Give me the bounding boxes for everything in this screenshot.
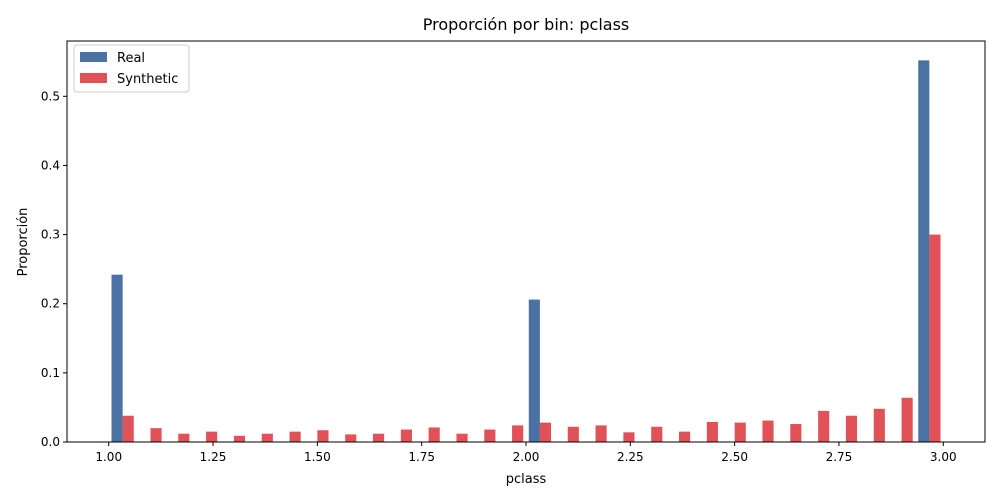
legend-swatch-real <box>80 52 107 62</box>
bar-synthetic-24 <box>790 424 802 442</box>
bar-synthetic-5 <box>261 433 273 442</box>
bar-synthetic-12 <box>456 433 468 442</box>
bar-synthetic-22 <box>734 422 746 442</box>
bar-synthetic-9 <box>373 433 385 442</box>
y-tick-label: 0.4 <box>41 158 60 172</box>
x-tick-label: 1.25 <box>200 450 227 464</box>
x-tick-label: 1.50 <box>304 450 331 464</box>
x-tick-label: 2.00 <box>513 450 540 464</box>
y-tick-label: 0.0 <box>41 435 60 449</box>
bar-synthetic-19 <box>651 426 663 442</box>
bars-group <box>111 60 941 443</box>
plot-frame <box>66 40 986 443</box>
legend-swatch-synthetic <box>80 73 107 83</box>
bar-synthetic-16 <box>567 426 579 442</box>
bar-synthetic-3 <box>206 431 218 442</box>
bar-synthetic-27 <box>873 408 885 442</box>
bar-synthetic-11 <box>428 427 440 442</box>
bar-synthetic-21 <box>706 421 718 442</box>
bar-synthetic-18 <box>623 432 635 442</box>
x-tick-label: 2.25 <box>617 450 644 464</box>
chart-title: Proporción por bin: pclass <box>423 15 630 34</box>
bar-synthetic-2 <box>178 433 190 442</box>
legend-label-real: Real <box>117 51 145 66</box>
bar-synthetic-7 <box>317 430 329 442</box>
bar-real-0 <box>111 274 123 442</box>
x-tick-label: 2.75 <box>826 450 853 464</box>
bar-real-15 <box>528 299 540 442</box>
bar-synthetic-26 <box>845 415 858 442</box>
x-axis-label: pclass <box>506 472 547 487</box>
x-tick-label: 1.75 <box>408 450 435 464</box>
bar-synthetic-8 <box>345 434 357 442</box>
bar-real-29 <box>918 60 930 443</box>
bar-synthetic-15 <box>539 422 552 442</box>
y-tick-label: 0.3 <box>41 228 60 242</box>
legend: Real Synthetic <box>73 44 190 93</box>
y-tick-label: 0.2 <box>41 297 60 311</box>
bar-synthetic-23 <box>762 420 774 442</box>
legend-label-synthetic: Synthetic <box>117 72 178 87</box>
bar-synthetic-6 <box>289 431 301 442</box>
bar-synthetic-28 <box>901 397 913 442</box>
x-tick-label: 2.50 <box>721 450 748 464</box>
bar-synthetic-20 <box>678 431 691 442</box>
bar-synthetic-14 <box>512 425 524 442</box>
bar-synthetic-17 <box>595 425 607 442</box>
bar-synthetic-25 <box>818 410 830 442</box>
axes-group: 1.00 1.25 1.50 1.75 2.00 2.25 2.50 2.75 3.00 0.0 0… <box>41 40 986 464</box>
y-tick-label: 0.1 <box>41 366 60 380</box>
bar-synthetic-1 <box>150 428 162 442</box>
y-tick-label: 0.5 <box>41 89 60 103</box>
bar-synthetic-29 <box>929 234 941 442</box>
y-axis-label: Proporción <box>16 208 31 277</box>
bar-synthetic-10 <box>400 429 412 442</box>
bar-synthetic-4 <box>233 435 246 442</box>
x-tick-label: 3.00 <box>930 450 957 464</box>
bar-synthetic-0 <box>122 415 134 442</box>
bar-synthetic-13 <box>484 429 496 442</box>
x-tick-label: 1.00 <box>95 450 122 464</box>
